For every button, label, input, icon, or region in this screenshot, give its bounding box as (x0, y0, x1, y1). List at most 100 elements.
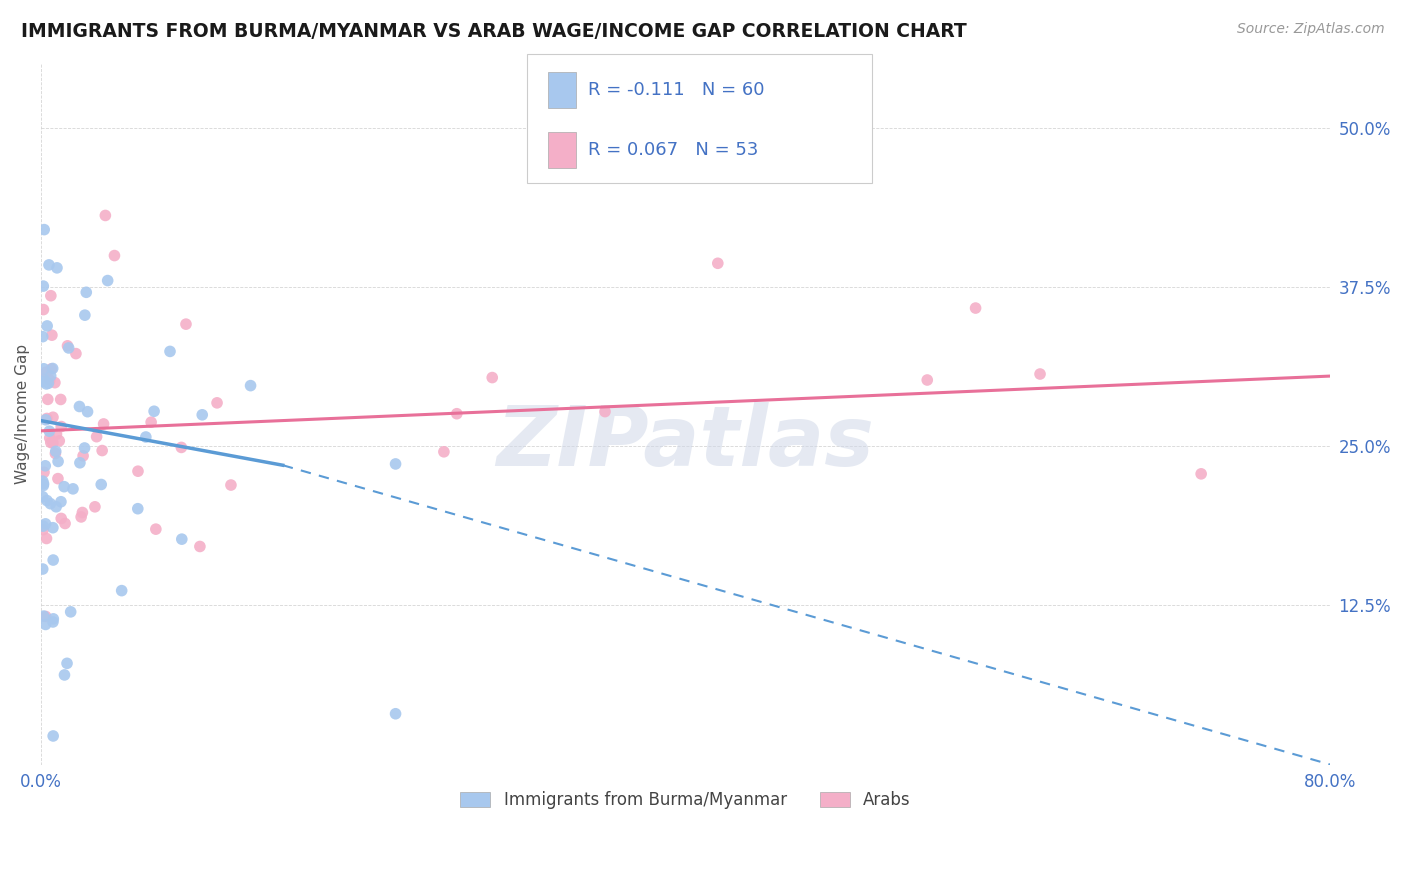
Text: Source: ZipAtlas.com: Source: ZipAtlas.com (1237, 22, 1385, 37)
Point (53, 668, 76, 682)
Point (42, 521, 65, 535)
Point (32, 372, 55, 386)
Point (42, 612, 65, 626)
Point (42, 410, 65, 425)
Text: R = 0.067   N = 53: R = 0.067 N = 53 (588, 141, 758, 159)
Point (38, 424, 60, 438)
Point (31, 474, 53, 488)
Point (91, 443, 114, 458)
Point (127, 501, 149, 516)
Point (53, 516, 76, 531)
Point (70, 510, 93, 524)
Point (62, 482, 84, 496)
Point (32, 279, 55, 293)
Point (46, 454, 69, 468)
Point (32, 609, 55, 624)
Point (32, 519, 55, 533)
Point (53, 480, 76, 494)
Point (42, 729, 65, 743)
Point (41, 328, 63, 343)
Point (32, 222, 55, 236)
Point (384, 706, 406, 721)
Point (94, 209, 117, 223)
Y-axis label: Wage/Income Gap: Wage/Income Gap (15, 344, 30, 484)
Point (34, 617, 56, 632)
Point (58, 341, 80, 355)
Point (31, 562, 53, 576)
Legend: Immigrants from Burma/Myanmar, Arabs: Immigrants from Burma/Myanmar, Arabs (454, 784, 918, 815)
Point (143, 404, 166, 418)
Point (37, 392, 59, 407)
Point (35, 609, 58, 624)
Point (32, 302, 55, 317)
Point (56, 339, 79, 353)
Point (31, 375, 53, 389)
Point (170, 532, 193, 546)
Point (145, 522, 167, 536)
Point (32, 523, 55, 537)
Point (35, 376, 58, 391)
Point (46, 260, 69, 275)
Point (915, 373, 938, 387)
Point (965, 301, 987, 315)
Point (56, 657, 79, 671)
Point (37, 376, 59, 391)
Point (35, 493, 58, 508)
Point (127, 464, 149, 478)
Point (191, 408, 214, 422)
Point (48, 434, 70, 448)
Point (86, 430, 108, 444)
Point (93, 417, 115, 431)
Point (39, 362, 62, 376)
Point (69, 400, 91, 414)
Point (90, 477, 112, 491)
Point (73, 441, 96, 455)
Point (446, 407, 468, 421)
Point (159, 344, 181, 359)
Point (35, 532, 58, 546)
Point (75, 285, 97, 300)
Point (39, 289, 62, 303)
Point (73, 308, 96, 322)
Point (139, 415, 162, 429)
Point (49, 494, 72, 508)
Point (111, 583, 134, 598)
Point (205, 396, 228, 410)
Point (97, 274, 120, 288)
Point (32, 361, 55, 376)
Point (39, 497, 62, 511)
Point (44, 376, 66, 390)
Point (188, 540, 211, 554)
Point (135, 430, 157, 444)
Point (72, 449, 94, 463)
Point (38, 258, 60, 272)
Point (51, 419, 73, 434)
Point (32, 465, 55, 479)
Point (42, 553, 65, 567)
Point (32, 478, 55, 492)
Point (39, 368, 62, 383)
Point (35, 413, 58, 427)
Point (59, 605, 82, 619)
Point (69, 456, 91, 470)
Point (1029, 367, 1052, 381)
Point (170, 441, 193, 455)
Point (76, 405, 98, 419)
Point (31, 490, 53, 504)
Point (219, 478, 242, 492)
Point (49, 392, 72, 407)
Point (45, 427, 67, 442)
Point (39, 435, 62, 450)
Point (35, 411, 58, 425)
Point (38, 431, 60, 445)
Point (42, 436, 65, 450)
Point (45, 444, 67, 458)
Point (707, 256, 730, 270)
Point (42, 615, 65, 629)
Point (1189, 467, 1212, 481)
Point (34, 458, 56, 473)
Point (46, 472, 69, 486)
Text: R = -0.111   N = 60: R = -0.111 N = 60 (588, 81, 765, 99)
Point (37, 318, 59, 333)
Point (34, 516, 56, 531)
